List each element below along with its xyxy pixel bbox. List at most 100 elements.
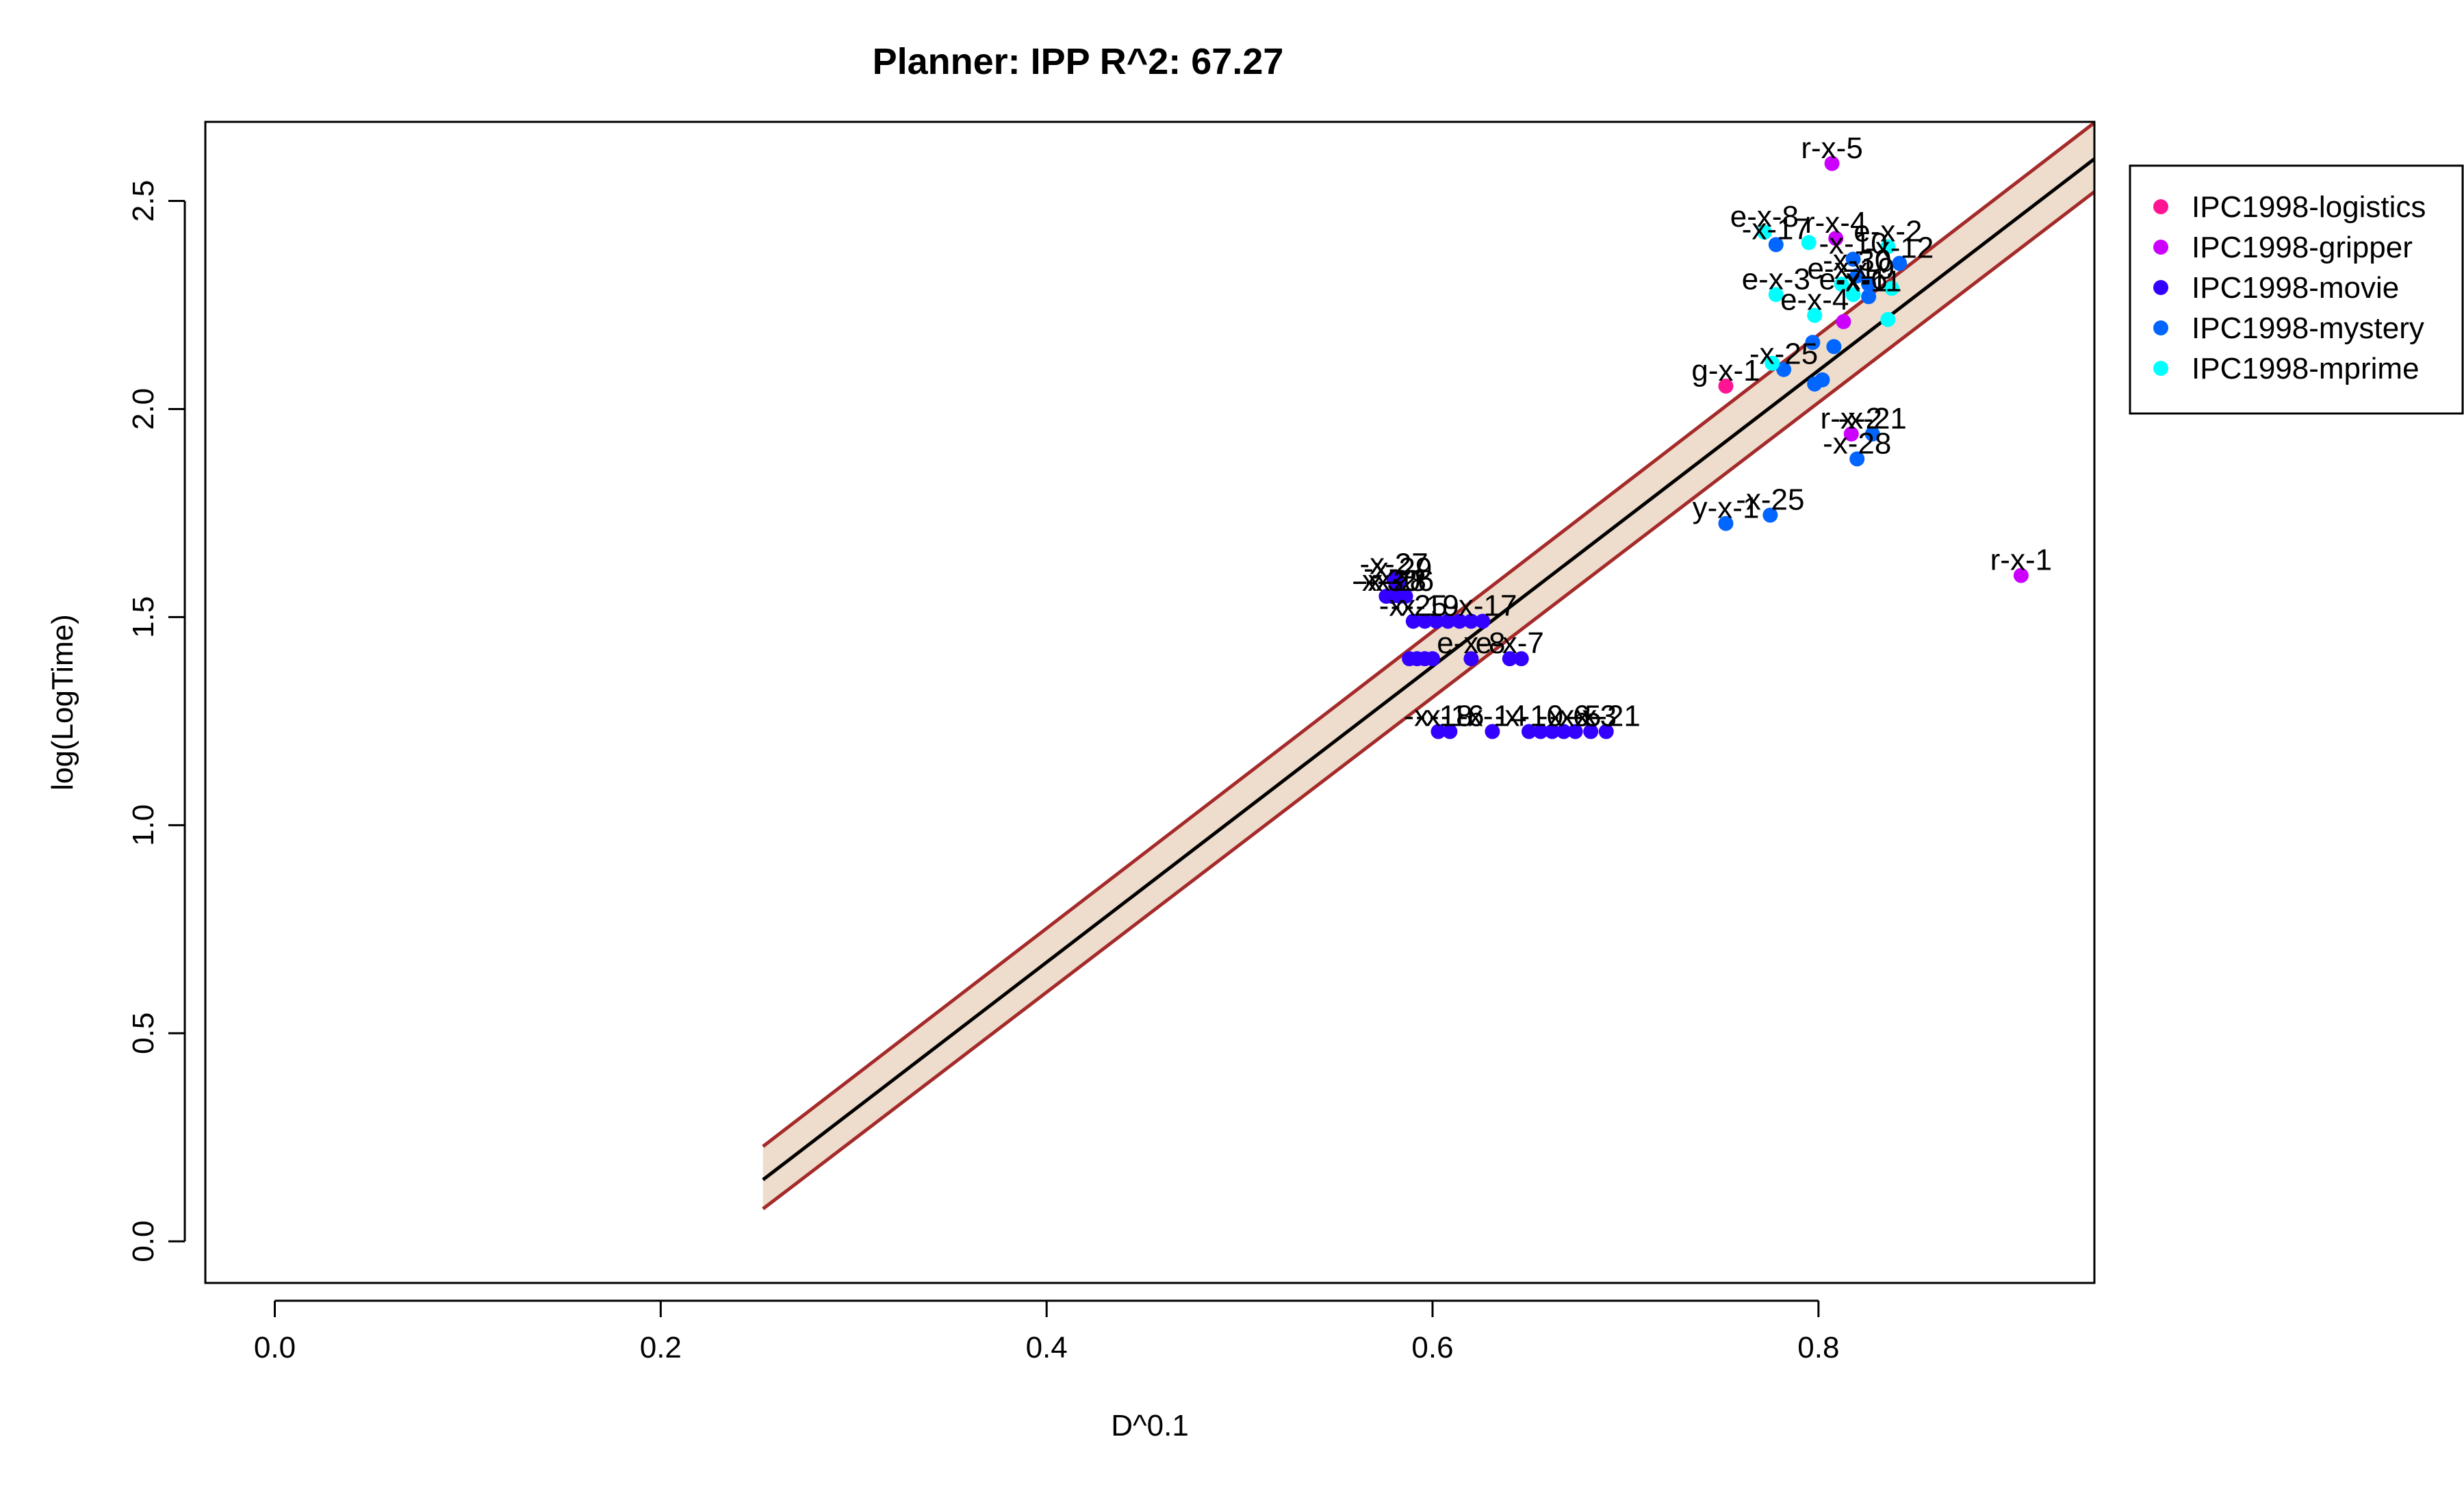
point-label: -x-5 <box>1550 700 1602 733</box>
plot-area: g-x-1r-x-5r-x-4r-x-2r-x-1-x-27-x-29-x-30… <box>762 122 2094 1210</box>
data-point <box>1521 724 1537 739</box>
data-point <box>1442 724 1458 739</box>
data-point <box>1805 335 1821 351</box>
data-point <box>1502 651 1517 667</box>
x-tick-label: 0.4 <box>1026 1331 1068 1364</box>
data-point <box>1807 307 1823 323</box>
data-point <box>1843 426 1859 442</box>
data-point <box>1718 379 1734 394</box>
point-label: -x-12 <box>1865 231 1934 265</box>
point-label: -x-25 <box>1379 589 1448 622</box>
y-tick-label: 0.0 <box>127 1221 160 1262</box>
data-point <box>1762 507 1778 523</box>
point-label: -x-29 <box>1363 552 1432 585</box>
point-label: e-x-1 <box>1808 252 1876 285</box>
point-label: -x-10 <box>1819 227 1887 261</box>
legend-entry: IPC1998-gripper <box>2192 231 2413 264</box>
legend-entry: IPC1998-mystery <box>2192 311 2424 345</box>
point-label: -x-10 <box>1495 700 1563 733</box>
data-point <box>1583 724 1599 739</box>
data-point <box>1598 724 1614 739</box>
legend-marker <box>2153 320 2168 335</box>
data-point <box>1768 287 1784 303</box>
data-point <box>1556 724 1571 739</box>
legend-box <box>2129 164 2464 415</box>
data-point <box>1768 237 1784 253</box>
data-point <box>1764 355 1780 371</box>
confidence-band <box>762 123 2094 1209</box>
point-label: e-x-8 <box>1437 626 1505 660</box>
point-label: -x-6 <box>1538 700 1590 733</box>
data-point <box>1567 724 1583 739</box>
point-label: -x-19 <box>1391 589 1459 622</box>
point-label: r-x-4 <box>1805 206 1866 240</box>
data-point <box>1485 724 1500 739</box>
point-label: -x-17 <box>1742 212 1810 246</box>
point-label: y-x-1 <box>1693 492 1760 525</box>
y-tick-label: 0.5 <box>127 1013 160 1054</box>
x-axis: 0.0 0.2 0.4 0.6 0.8 <box>254 1299 1839 1364</box>
data-point <box>1463 651 1479 667</box>
data-point <box>1425 651 1441 667</box>
legend-marker <box>2153 199 2168 214</box>
y-tick-label: 2.5 <box>127 180 160 222</box>
x-axis-label: D^0.1 <box>1111 1409 1189 1442</box>
data-point <box>1430 724 1446 739</box>
y-axis-label: log(LogTime) <box>46 614 79 791</box>
data-point <box>1824 155 1840 171</box>
data-point <box>1861 289 1877 305</box>
point-label: -x-27 <box>1360 548 1428 581</box>
data-point <box>1828 231 1844 246</box>
x-tick-label: 0.0 <box>254 1331 296 1364</box>
point-label: -x-21 <box>1838 402 1907 435</box>
x-tick-label: 0.8 <box>1797 1331 1839 1364</box>
data-point <box>1532 724 1548 739</box>
data-point <box>1845 251 1861 267</box>
data-point <box>1544 724 1560 739</box>
point-label: -x-9 <box>1843 252 1895 285</box>
y-axis: 0.0 0.5 1.0 1.5 2.0 2.5 <box>127 180 186 1262</box>
y-tick-label: 2.0 <box>127 388 160 430</box>
point-label: -x-14 <box>1458 700 1526 733</box>
y-tick-label: 1.0 <box>127 804 160 846</box>
data-point <box>1880 311 1896 327</box>
legend-marker <box>2153 240 2168 255</box>
legend-marker <box>2153 361 2168 376</box>
point-label: -x-25 <box>1736 483 1804 516</box>
point-label: r-x-5 <box>1801 131 1862 165</box>
data-point <box>1801 235 1817 251</box>
data-point <box>1428 613 1444 629</box>
data-point <box>1452 613 1467 629</box>
legend-entry: IPC1998-mprime <box>2192 352 2420 385</box>
legend-entry: IPC1998-movie <box>2192 271 2399 305</box>
data-point <box>1814 372 1830 387</box>
data-point <box>1756 225 1772 240</box>
point-label: e-x-4 <box>1780 283 1849 317</box>
legend-entry: IPC1998-logistics <box>2192 190 2426 224</box>
data-point <box>1849 268 1865 283</box>
data-point <box>1776 361 1792 377</box>
point-label: -x-3 <box>1565 700 1617 733</box>
legend-marker <box>2153 280 2168 295</box>
regression-line <box>762 157 2094 1182</box>
point-label: -x-30 <box>1823 244 1891 277</box>
data-point <box>1405 613 1421 629</box>
point-label: -x-17 <box>1448 589 1517 622</box>
y-tick-label: 1.5 <box>127 596 160 638</box>
data-point <box>1513 651 1529 667</box>
point-label: e-x-6 <box>1819 262 1887 296</box>
data-point <box>1826 339 1842 355</box>
data-point <box>1861 277 1877 292</box>
point-label: -x-30 <box>1352 564 1420 598</box>
legend: IPC1998-logistics IPC1998-gripper IPC1998-… <box>2129 164 2464 415</box>
point-label: -x-28 <box>1823 427 1891 460</box>
point-label: e-x-3 <box>1742 262 1810 296</box>
data-point <box>1398 588 1413 604</box>
data-point <box>1834 277 1849 292</box>
x-tick-label: 0.6 <box>1411 1331 1453 1364</box>
data-point <box>1718 516 1734 531</box>
data-point <box>1390 576 1406 591</box>
data-point <box>1880 239 1896 255</box>
lower-bound-line <box>762 190 2094 1210</box>
